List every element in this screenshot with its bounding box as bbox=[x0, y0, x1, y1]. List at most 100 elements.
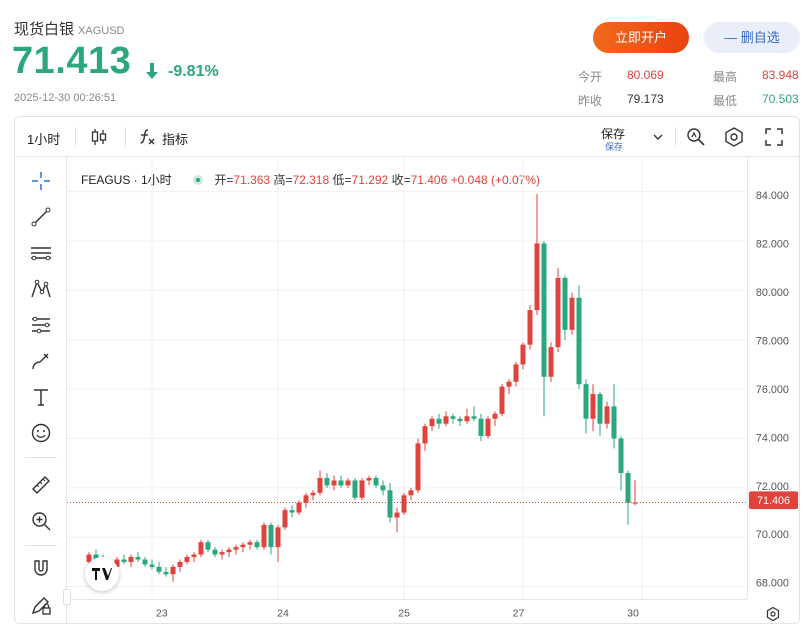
legend-close-value: 71.406 bbox=[410, 173, 448, 187]
alert-icon[interactable] bbox=[685, 126, 707, 148]
candle-body bbox=[499, 386, 505, 414]
candle-body bbox=[415, 443, 421, 491]
price-change-percent: -9.81% bbox=[168, 63, 219, 80]
candle-body bbox=[247, 542, 253, 545]
candle-body bbox=[219, 552, 225, 555]
legend-symbol-interval: FEAGUS · 1小时 bbox=[81, 173, 172, 187]
chevron-down-icon[interactable] bbox=[651, 131, 665, 143]
candle-body bbox=[191, 554, 197, 558]
lock-pencil-icon[interactable] bbox=[27, 591, 55, 619]
candle-body bbox=[352, 480, 358, 498]
candle-body bbox=[562, 277, 568, 330]
candle-body bbox=[359, 480, 365, 498]
low-label: 最低 bbox=[713, 94, 738, 108]
y-tick-label: 78.000 bbox=[756, 335, 789, 347]
candle-body bbox=[366, 478, 372, 481]
price-axis[interactable]: 84.000 82.000 80.000 78.000 76.000 74.000 72.0… bbox=[747, 157, 800, 599]
candle-body bbox=[331, 480, 337, 486]
candle-body bbox=[450, 416, 456, 419]
save-button[interactable]: 保存 bbox=[601, 127, 626, 141]
candle-body bbox=[114, 559, 120, 567]
pattern-icon[interactable] bbox=[27, 275, 55, 303]
trendline-icon[interactable] bbox=[27, 203, 55, 231]
candle-body bbox=[268, 524, 274, 548]
candle-body bbox=[555, 277, 561, 348]
instrument-title: 现货白银 XAGUSD bbox=[14, 18, 124, 39]
quote-timestamp: 2025-12-30 00:26:51 bbox=[14, 92, 117, 104]
candle-body bbox=[156, 566, 162, 572]
instrument-name: 现货白银 bbox=[14, 21, 75, 38]
legend-low-value: 71.292 bbox=[351, 173, 389, 187]
candle-body bbox=[177, 561, 183, 567]
ruler-icon[interactable] bbox=[27, 471, 55, 499]
instrument-symbol: XAGUSD bbox=[78, 25, 125, 37]
zoom-in-icon[interactable] bbox=[27, 507, 55, 535]
settings-icon[interactable] bbox=[723, 126, 745, 148]
quote-header: 现货白银 XAGUSD 71.413 -9.81% 2025-12-30 00:2… bbox=[0, 0, 810, 112]
candle-body bbox=[282, 510, 288, 528]
candle-body bbox=[408, 490, 414, 496]
candle-body bbox=[317, 478, 323, 493]
low-value: 70.503 bbox=[762, 92, 799, 106]
candle-body bbox=[303, 495, 309, 503]
chart-toolbar: 1小时 指标 保存 保存 bbox=[15, 117, 799, 157]
last-price-tag bbox=[748, 491, 799, 510]
crosshair-icon[interactable] bbox=[27, 167, 55, 195]
candle-body bbox=[569, 297, 575, 330]
y-tick-label: 70.000 bbox=[756, 529, 789, 541]
candle-body bbox=[597, 394, 603, 424]
fib-icon[interactable] bbox=[27, 311, 55, 339]
market-status-dot bbox=[193, 175, 204, 185]
price-plot[interactable] bbox=[67, 157, 747, 599]
open-value: 80.069 bbox=[627, 68, 664, 82]
candle-body bbox=[324, 478, 330, 486]
brush-icon[interactable] bbox=[27, 347, 55, 375]
y-tick-label: 76.000 bbox=[756, 384, 789, 396]
axis-settings-icon[interactable] bbox=[765, 606, 781, 622]
candle-body bbox=[471, 416, 477, 419]
high-value: 83.948 bbox=[762, 68, 799, 82]
candle-body bbox=[198, 542, 204, 555]
prev-close-label: 昨收 bbox=[578, 94, 603, 108]
candles-icon[interactable] bbox=[89, 127, 109, 147]
candle-body bbox=[338, 480, 344, 486]
fullscreen-icon[interactable] bbox=[763, 126, 785, 148]
candle-body bbox=[142, 559, 148, 565]
remove-watchlist-button[interactable]: — 删自选 bbox=[704, 22, 800, 53]
candle-body bbox=[520, 344, 526, 365]
emoji-icon[interactable] bbox=[27, 419, 55, 447]
candle-body bbox=[513, 364, 519, 382]
candle-body bbox=[233, 547, 239, 550]
tradingview-logo[interactable] bbox=[85, 557, 119, 591]
last-price: 71.413 bbox=[12, 40, 132, 82]
magnet-icon[interactable] bbox=[27, 555, 55, 583]
y-tick-label: 80.000 bbox=[756, 287, 789, 299]
candle-body bbox=[443, 416, 449, 424]
indicators-button[interactable]: 指标 bbox=[162, 132, 189, 147]
time-axis[interactable]: 23 24 25 27 30 bbox=[67, 599, 747, 624]
interval-selector[interactable]: 1小时 bbox=[27, 132, 61, 147]
candle-body bbox=[576, 297, 582, 385]
legend-low-label: 低= bbox=[332, 173, 352, 187]
candle-body bbox=[527, 310, 533, 345]
candle-body bbox=[86, 554, 92, 562]
candle-body bbox=[506, 381, 512, 387]
candle-body bbox=[226, 549, 232, 553]
candle-body bbox=[611, 406, 617, 439]
candle-body bbox=[401, 495, 407, 513]
candle-body bbox=[387, 490, 393, 518]
y-tick-label: 68.000 bbox=[756, 578, 789, 590]
candle-body bbox=[261, 524, 267, 548]
candle-body bbox=[205, 542, 211, 550]
function-icon[interactable] bbox=[137, 127, 157, 147]
candle-body bbox=[296, 502, 302, 513]
candle-body bbox=[170, 566, 176, 575]
open-account-button[interactable]: 立即开户 bbox=[593, 22, 689, 53]
text-icon[interactable] bbox=[27, 383, 55, 411]
candle-body bbox=[184, 557, 190, 562]
high-label: 最高 bbox=[713, 70, 738, 84]
parallel-lines-icon[interactable] bbox=[27, 239, 55, 267]
scroll-left-icon[interactable] bbox=[63, 589, 71, 605]
legend-open-value: 71.363 bbox=[233, 173, 271, 187]
candle-body bbox=[548, 347, 554, 377]
